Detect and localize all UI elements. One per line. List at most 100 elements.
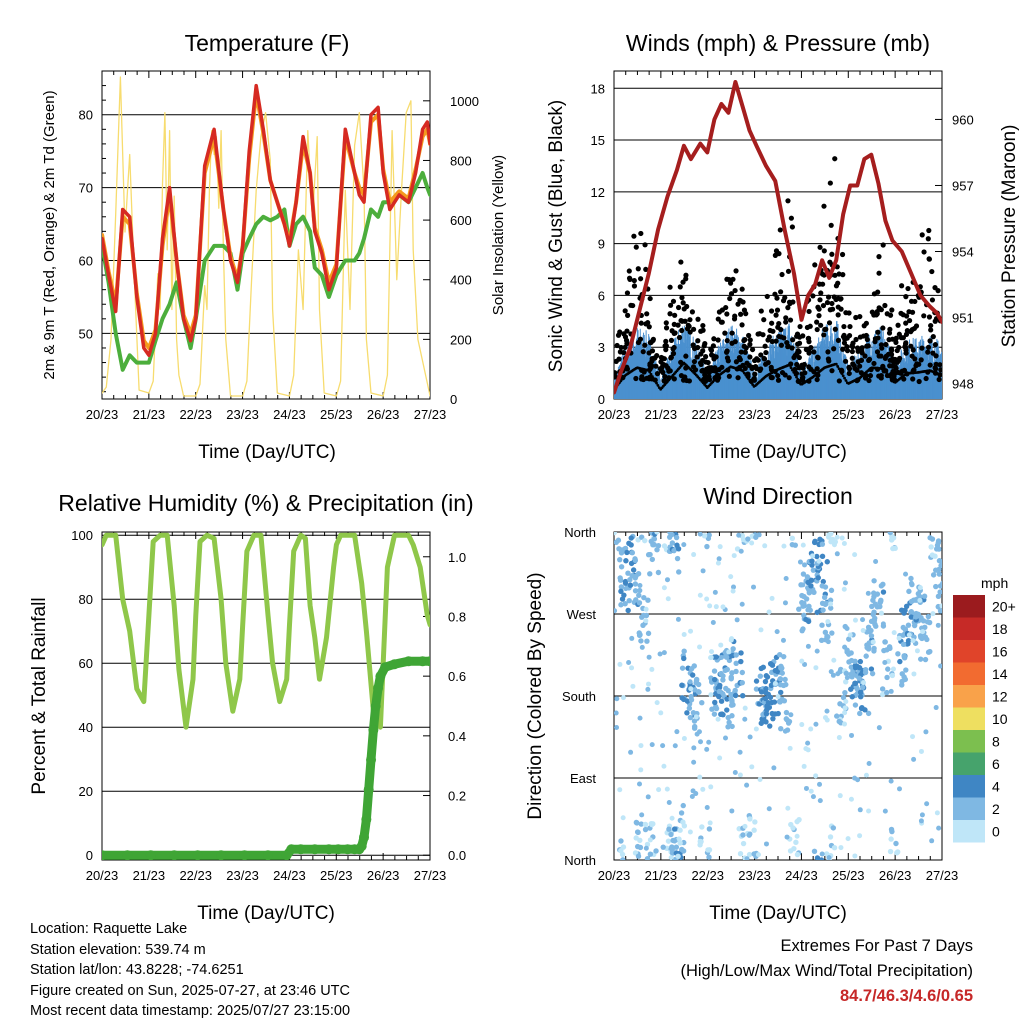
direction-point bbox=[674, 542, 680, 548]
direction-point bbox=[820, 607, 826, 613]
gust-point bbox=[719, 319, 725, 325]
gust-point bbox=[698, 361, 704, 368]
gust-point bbox=[764, 293, 770, 300]
direction-point bbox=[729, 670, 735, 676]
colorbar-label: 0 bbox=[992, 823, 1000, 839]
gust-point bbox=[752, 357, 758, 364]
gust-point bbox=[699, 368, 705, 374]
direction-point bbox=[819, 622, 825, 628]
y2-tick-label: 948 bbox=[952, 377, 974, 392]
gust-point bbox=[889, 307, 895, 313]
gust-point bbox=[654, 371, 661, 377]
gust-point bbox=[735, 375, 741, 381]
gust-point bbox=[863, 320, 869, 326]
direction-point bbox=[623, 558, 629, 564]
direction-point bbox=[846, 636, 852, 642]
gust-point bbox=[844, 344, 850, 350]
direction-point bbox=[627, 582, 634, 588]
direction-point bbox=[781, 698, 788, 704]
direction-point bbox=[818, 857, 825, 860]
direction-point bbox=[824, 708, 830, 714]
gust-point bbox=[643, 321, 649, 327]
direction-point bbox=[887, 848, 894, 855]
gust-point bbox=[888, 346, 895, 352]
direction-point bbox=[688, 693, 694, 700]
gust-point bbox=[936, 376, 942, 383]
gust-point bbox=[919, 232, 925, 238]
gust-point bbox=[638, 376, 645, 382]
dewpoint-line bbox=[102, 171, 430, 372]
direction-point bbox=[827, 597, 834, 603]
direction-point bbox=[666, 799, 672, 805]
direction-point bbox=[738, 650, 744, 656]
gust-point bbox=[724, 355, 731, 361]
location-text: Location: Raquette Lake bbox=[30, 921, 188, 937]
direction-point bbox=[711, 676, 718, 683]
direction-point bbox=[841, 586, 847, 592]
gust-point bbox=[778, 289, 784, 295]
gust-point bbox=[618, 344, 624, 351]
gust-point bbox=[821, 332, 827, 338]
gust-point bbox=[881, 368, 887, 374]
gust-point bbox=[767, 327, 773, 334]
winds-plot: 20/23 21/23 22/23 23/23 24/23 25/23 26/23 27/23… bbox=[591, 70, 974, 422]
wind-mean-point bbox=[841, 374, 845, 378]
gust-point bbox=[708, 352, 715, 358]
rainfall-point bbox=[295, 844, 306, 855]
x-tick-label: 27/23 bbox=[926, 868, 959, 883]
direction-point bbox=[733, 668, 739, 675]
direction-point bbox=[632, 581, 639, 587]
direction-point bbox=[716, 688, 723, 695]
gust-point bbox=[695, 338, 701, 344]
gust-point bbox=[742, 365, 748, 371]
direction-point bbox=[681, 542, 687, 548]
gust-point bbox=[790, 299, 796, 305]
gust-point bbox=[882, 355, 888, 361]
direction-point bbox=[630, 683, 636, 689]
gust-point bbox=[783, 319, 789, 325]
direction-point bbox=[775, 694, 781, 700]
direction-point bbox=[829, 630, 835, 636]
direction-point bbox=[618, 584, 625, 590]
direction-point bbox=[871, 645, 877, 652]
gust-point bbox=[652, 377, 658, 383]
direction-point bbox=[688, 686, 694, 692]
direction-point bbox=[758, 689, 765, 695]
gust-point bbox=[647, 361, 653, 367]
gust-point bbox=[714, 372, 721, 378]
gust-point bbox=[937, 362, 942, 368]
direction-point bbox=[868, 627, 874, 634]
gust-point bbox=[878, 373, 884, 379]
direction-point bbox=[680, 819, 686, 825]
direction-point bbox=[696, 729, 702, 735]
gust-point bbox=[704, 366, 710, 372]
gust-point bbox=[899, 283, 905, 289]
direction-point bbox=[841, 721, 847, 727]
gust-point bbox=[857, 313, 863, 320]
direction-point bbox=[691, 552, 697, 558]
direction-point bbox=[737, 772, 743, 778]
gust-point bbox=[683, 365, 689, 371]
gust-point bbox=[887, 312, 894, 318]
direction-point bbox=[889, 828, 895, 835]
gust-point bbox=[663, 320, 669, 326]
direction-point bbox=[716, 556, 722, 562]
gust-point bbox=[820, 302, 827, 309]
direction-point bbox=[697, 532, 703, 537]
gust-point bbox=[818, 322, 824, 328]
gust-point bbox=[804, 324, 811, 331]
direction-point bbox=[924, 801, 930, 807]
gust-point bbox=[684, 303, 690, 310]
direction-point bbox=[746, 851, 753, 858]
gust-point bbox=[616, 356, 622, 362]
gust-point bbox=[752, 364, 758, 370]
gust-point bbox=[846, 364, 852, 370]
direction-point bbox=[843, 670, 850, 677]
gust-point bbox=[812, 262, 818, 268]
direction-point bbox=[908, 608, 915, 615]
direction-point bbox=[637, 844, 644, 851]
x-tick-label: 23/23 bbox=[738, 868, 771, 883]
gust-point bbox=[818, 290, 824, 296]
direction-point bbox=[805, 643, 811, 649]
y-tick-label: 9 bbox=[598, 237, 605, 252]
